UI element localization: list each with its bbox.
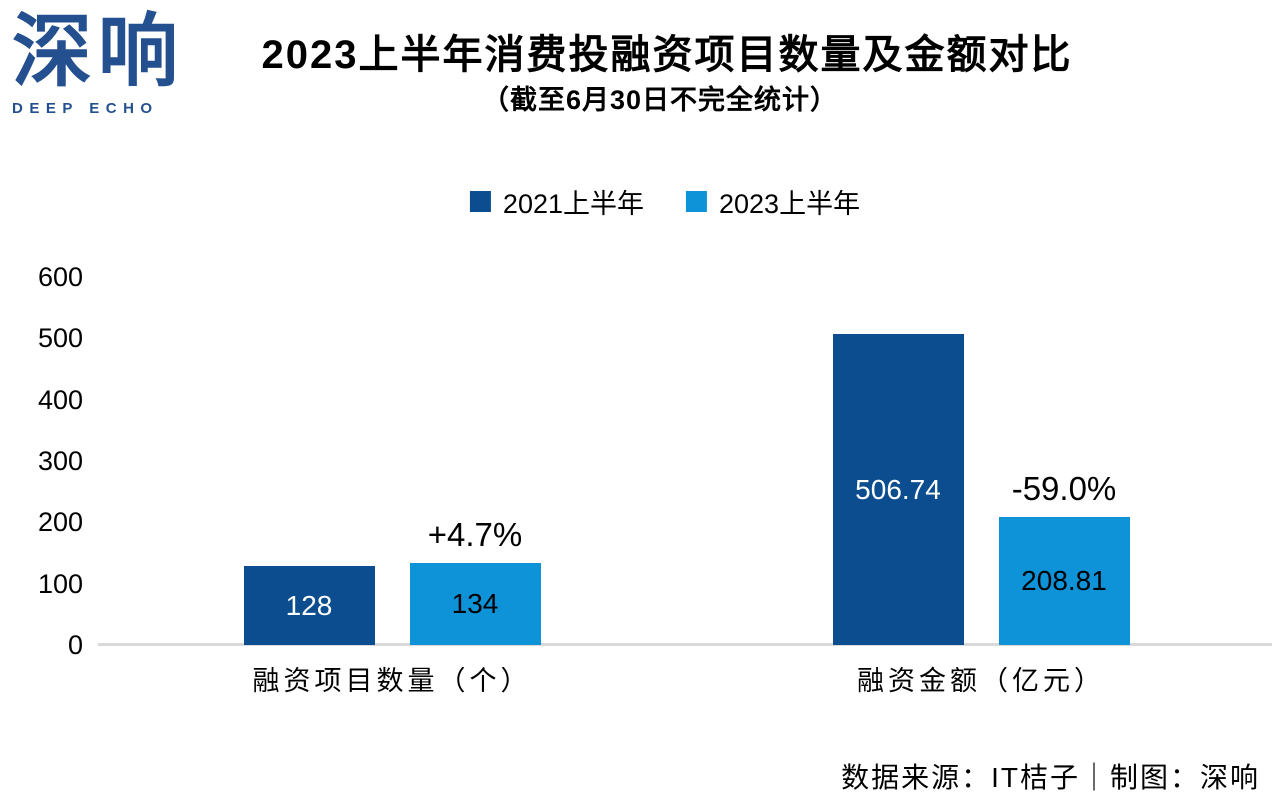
bar-value-label: 208.81 bbox=[1021, 564, 1107, 596]
category-label-count: 融资项目数量（个） bbox=[252, 666, 532, 696]
chart-title: 2023上半年消费投融资项目数量及金额对比 bbox=[261, 33, 1073, 77]
bar-2021h1-count: 128 bbox=[243, 566, 375, 645]
logo-wordmark: 深响 bbox=[12, 7, 184, 96]
bar-2023h1-count: 134 bbox=[409, 562, 541, 645]
y-axis-tick-label: 300 bbox=[37, 446, 83, 476]
logo-subtext: DEEP ECHO bbox=[12, 100, 159, 117]
y-axis-tick-label: 100 bbox=[37, 568, 83, 599]
legend-label-2021h1: 2021上半年 bbox=[502, 189, 644, 219]
y-axis-tick-label: 600 bbox=[37, 262, 83, 292]
y-axis-tick-label: 0 bbox=[67, 630, 83, 660]
change-label-count: +4.7% bbox=[427, 515, 523, 553]
chart-legend: 2021上半年 2023上半年 bbox=[469, 182, 860, 221]
legend-label-2023h1: 2023上半年 bbox=[719, 189, 861, 219]
legend-item-2023h1: 2023上半年 bbox=[686, 182, 860, 221]
y-axis-tick-label: 400 bbox=[37, 384, 83, 415]
legend-swatch-2021h1 bbox=[469, 191, 491, 212]
deep-echo-logo: 深响 DEEP ECHO bbox=[12, 6, 202, 117]
bar-value-label: 128 bbox=[285, 589, 333, 621]
bar-2023h1-amount: 208.81 bbox=[998, 516, 1130, 645]
bar-value-label: 134 bbox=[451, 587, 499, 619]
category-label-amount: 融资金额（亿元） bbox=[857, 666, 1105, 696]
bar-value-label: 506.74 bbox=[855, 473, 941, 505]
legend-item-2021h1: 2021上半年 bbox=[469, 182, 644, 221]
y-axis-tick-label: 500 bbox=[37, 323, 83, 354]
source-credit: 数据来源：IT桔子｜制图：深响 bbox=[841, 762, 1260, 793]
x-axis-baseline bbox=[98, 643, 1272, 646]
y-axis-tick-label: 200 bbox=[37, 507, 83, 538]
bar-2021h1-amount: 506.74 bbox=[832, 334, 964, 645]
chart-subtitle: （截至6月30日不完全统计） bbox=[481, 85, 839, 115]
change-label-amount: -59.0% bbox=[1011, 469, 1117, 507]
legend-swatch-2023h1 bbox=[686, 191, 707, 212]
